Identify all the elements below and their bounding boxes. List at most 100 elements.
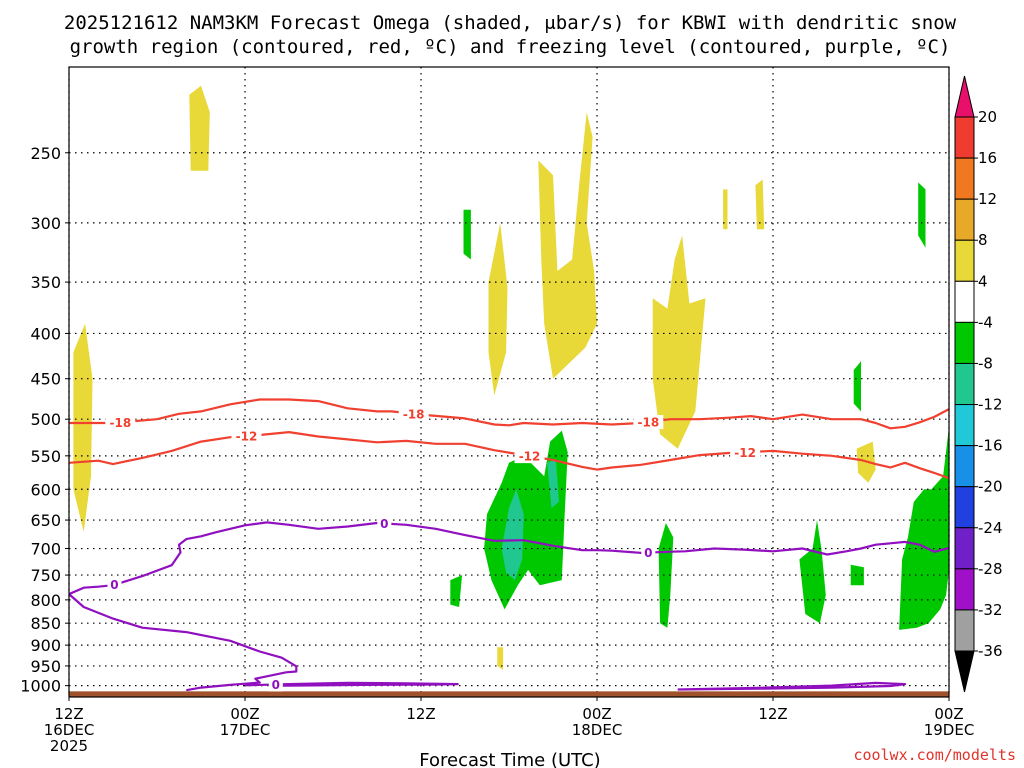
colorbar-segment-10: [954, 527, 975, 570]
colorbar-label-2: 12: [978, 190, 997, 208]
contour-label-0-0: -18: [109, 416, 131, 430]
omega-region-0: [189, 85, 210, 171]
plot-frame: [68, 66, 950, 698]
colorbar: 20 16 12 8 4 -4 -8 -12 -16 -20 -24 -28 -32 -36: [954, 75, 1003, 693]
contour-label-0-2: -18: [637, 416, 659, 430]
plot-area: -18 -18 -18 -12 -12 -12 0 0 0 0: [68, 66, 950, 698]
contour-line-0: [69, 398, 949, 430]
x-tick-label-48-1: 12Z: [758, 705, 787, 723]
x-tick-label-12-2: 17DEC: [220, 721, 271, 739]
omega-region-17: [850, 564, 864, 586]
y-tick-label-1000: 1000: [20, 677, 61, 696]
y-tick-label-650: 650: [30, 511, 61, 530]
contour-line-1: [69, 431, 949, 480]
colorbar-top-arrow: [954, 75, 975, 118]
x-tick-label-36-1: 00Z: [582, 705, 611, 723]
contour-label-bg-0-0: [105, 415, 136, 430]
contour-line-3: [69, 593, 298, 692]
contour-line-5: [677, 681, 907, 691]
colorbar-label-6: -8: [978, 354, 993, 372]
x-tick-label-0-3: 2025: [50, 737, 88, 755]
contour-layer: -18 -18 -18 -12 -12 -12 0 0 0 0: [69, 398, 949, 692]
contour-line-4: [244, 681, 459, 687]
y-tick-label-250: 250: [30, 144, 61, 163]
ground-layer: [69, 691, 949, 697]
y-tick-label-600: 600: [30, 480, 61, 499]
y-tick-label-300: 300: [30, 214, 61, 233]
contour-line-2: [69, 521, 949, 596]
x-tick-label-60-1: 00Z: [934, 705, 963, 723]
colorbar-segment-0: [954, 116, 975, 159]
y-tick-label-850: 850: [30, 614, 61, 633]
colorbar-segment-3: [954, 239, 975, 282]
chart-title-line1: 2025121612 NAM3KM Forecast Omega (shaded…: [64, 12, 957, 34]
y-tick-label-500: 500: [30, 410, 61, 429]
colorbar-segment-2: [954, 198, 975, 241]
colorbar-label-1: 16: [978, 149, 997, 167]
colorbar-label-4: 4: [978, 272, 988, 290]
omega-region-19: [501, 489, 524, 581]
omega-region-6: [755, 179, 765, 230]
y-tick-label-750: 750: [30, 566, 61, 585]
colorbar-segment-11: [954, 568, 975, 611]
contour-label-2-1: 0: [380, 517, 388, 531]
credit-text: coolwx.com/modelts: [853, 746, 1016, 764]
y-tick-label-350: 350: [30, 273, 61, 292]
colorbar-segment-6: [954, 362, 975, 406]
x-tick-label-12-1: 00Z: [230, 705, 259, 723]
x-axis-label: Forecast Time (UTC): [419, 750, 600, 768]
colorbar-segment-1: [954, 157, 975, 200]
contour-label-2-0: 0: [110, 578, 118, 592]
contour-label-bg-2-2: [641, 545, 656, 560]
omega-region-11: [853, 361, 861, 412]
omega-region-4: [652, 235, 706, 449]
y-tick-label-400: 400: [30, 324, 61, 343]
contour-label-1-1: -12: [519, 450, 541, 464]
y-tick-label-950: 950: [30, 657, 61, 676]
omega-region-1: [73, 323, 93, 532]
omega-region-14: [450, 575, 463, 607]
colorbar-label-3: 8: [978, 231, 988, 249]
x-tick-label-36-2: 18DEC: [572, 721, 623, 739]
colorbar-label-7: -12: [978, 396, 1003, 414]
x-tick-label-60-2: 19DEC: [924, 721, 975, 739]
omega-region-16: [799, 520, 826, 624]
colorbar-label-8: -16: [978, 437, 1003, 455]
x-tick-label-24-1: 12Z: [406, 705, 435, 723]
y-tick-label-800: 800: [30, 591, 61, 610]
colorbar-segment-7: [954, 404, 975, 447]
colorbar-segment-12: [954, 609, 975, 652]
contour-label-2-2: 0: [644, 546, 652, 560]
contour-label-bg-1-0: [231, 429, 262, 444]
x-tick-label-0-1: 12Z: [54, 705, 83, 723]
colorbar-segment-4: [954, 280, 975, 323]
y-tick-label-900: 900: [30, 636, 61, 655]
contour-label-bg-1-2: [730, 445, 761, 460]
omega-region-15: [658, 523, 674, 628]
grid-layer: [68, 67, 950, 697]
y-tick-label-550: 550: [30, 447, 61, 466]
contour-label-bg-2-0: [107, 577, 122, 592]
contour-label-4-0: 0: [272, 678, 280, 692]
omega-region-2: [488, 222, 508, 396]
colorbar-label-0: 20: [978, 108, 997, 126]
colorbar-label-11: -28: [978, 560, 1003, 578]
x-tick-label-0-2: 16DEC: [44, 721, 95, 739]
contour-label-bg-0-2: [633, 415, 664, 430]
omega-region-5: [723, 189, 728, 230]
contour-label-bg-0-1: [398, 406, 429, 421]
omega-region-3: [538, 112, 597, 379]
colorbar-segment-5: [954, 321, 975, 364]
y-axis-ticks: 250 300 350 400 450 500 550 600 650 700 750 800 850 9…: [20, 144, 69, 696]
colorbar-label-5: -4: [978, 313, 993, 331]
colorbar-label-12: -32: [978, 601, 1003, 619]
chart-title-line2: growth region (contoured, red, ºC) and f…: [70, 36, 951, 58]
contour-label-bg-4-0: [268, 677, 283, 692]
omega-region-12: [918, 182, 926, 248]
omega-region-10: [463, 209, 471, 260]
contour-label-1-2: -12: [734, 446, 756, 460]
omega-region-9: [497, 647, 504, 670]
colorbar-label-13: -36: [978, 642, 1003, 660]
